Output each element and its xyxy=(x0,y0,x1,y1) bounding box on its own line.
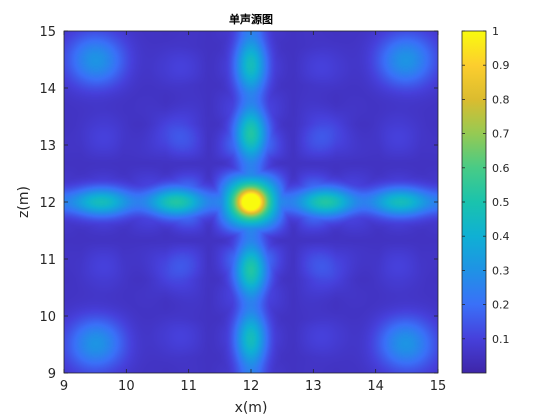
x-tick-label: 12 xyxy=(243,379,260,394)
colorbar-gradient xyxy=(461,30,487,374)
colorbar-tick-label: 0.4 xyxy=(492,230,510,243)
colorbar-tick-label: 1 xyxy=(492,25,499,38)
y-tick-label: 9 xyxy=(48,367,56,382)
colorbar-tick-label: 0.2 xyxy=(492,299,510,312)
x-tick-label: 11 xyxy=(180,379,197,394)
colorbar-tick-label: 0.6 xyxy=(492,162,510,175)
x-axis: 9 10 11 12 13 14 15 xyxy=(60,31,446,394)
y-axis-label: z(m) xyxy=(16,186,32,218)
x-axis-label: x(m) xyxy=(235,400,268,416)
y-tick-label: 14 xyxy=(39,82,56,97)
y-axis: 9 10 11 12 13 14 15 xyxy=(39,25,438,382)
colorbar-ticks: 0.1 0.2 0.3 0.4 0.5 0.6 0.7 0.8 0.9 1 xyxy=(462,25,510,346)
chart-title: 单声源图 xyxy=(229,12,273,26)
colorbar-tick-label: 0.8 xyxy=(492,93,510,106)
colorbar-tick-label: 0.7 xyxy=(492,128,510,141)
y-tick-label: 15 xyxy=(39,25,56,40)
heatmap-canvas xyxy=(64,31,438,373)
x-tick-label: 13 xyxy=(305,379,322,394)
colorbar-tick-label: 0.5 xyxy=(492,196,510,209)
colorbar-tick-label: 0.1 xyxy=(492,333,510,346)
x-tick-label: 10 xyxy=(118,379,135,394)
y-tick-label: 11 xyxy=(39,253,56,268)
heatmap xyxy=(64,31,438,373)
x-tick-label: 14 xyxy=(367,379,384,394)
colorbar-tick-label: 0.9 xyxy=(492,59,510,72)
colorbar: 0.1 0.2 0.3 0.4 0.5 0.6 0.7 0.8 0.9 1 xyxy=(461,25,510,374)
x-tick-label: 9 xyxy=(60,379,68,394)
y-tick-label: 10 xyxy=(39,310,56,325)
y-tick-label: 13 xyxy=(39,139,56,154)
y-tick-label: 12 xyxy=(39,196,56,211)
x-tick-label: 15 xyxy=(430,379,447,394)
colorbar-tick-label: 0.3 xyxy=(492,264,510,277)
